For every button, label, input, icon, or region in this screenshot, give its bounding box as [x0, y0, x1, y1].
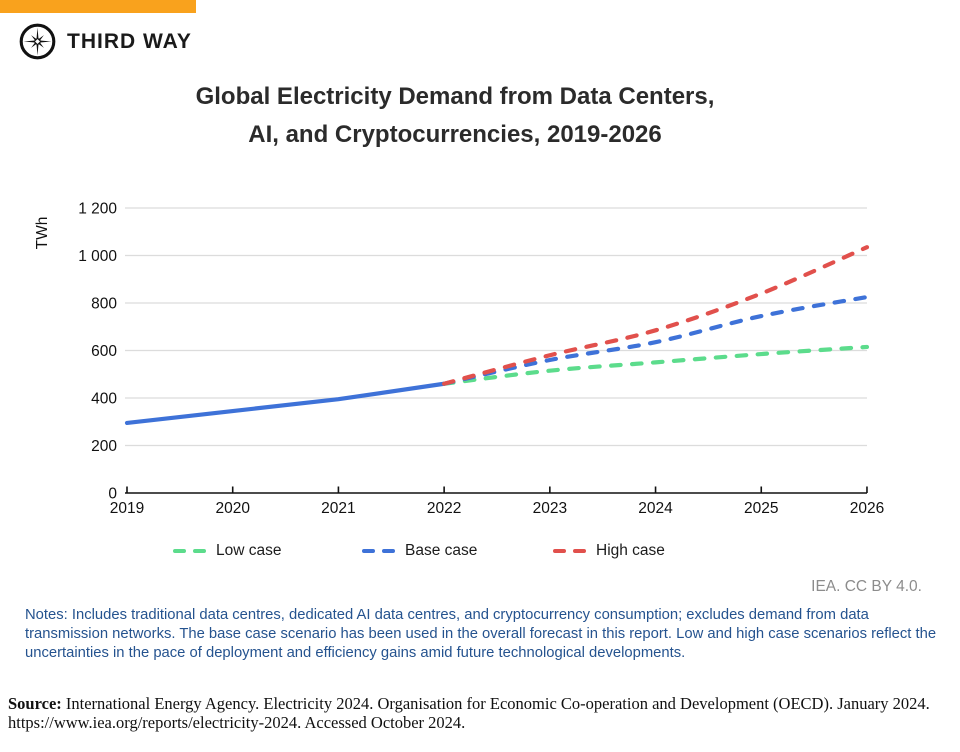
historical-line [124, 381, 447, 426]
x-tick-label: 2024 [638, 500, 673, 517]
y-tick-label: 200 [91, 438, 117, 455]
chart-title-line2: AI, and Cryptocurrencies, 2019-2026 [248, 121, 662, 148]
x-tick-label: 2022 [427, 500, 461, 517]
x-tick-label: 2026 [850, 500, 884, 517]
x-tick-label: 2023 [533, 500, 567, 517]
y-axis-title: TWh [34, 217, 51, 250]
source-label: Source: [8, 694, 62, 713]
chart-title: Global Electricity Demand from Data Cent… [0, 78, 910, 154]
brand-name: THIRD WAY [67, 29, 192, 53]
chart-notes: Notes: Includes traditional data centres… [25, 607, 937, 662]
y-tick-label: 800 [91, 296, 117, 313]
x-tick-label: 2020 [215, 500, 250, 517]
y-tick-label: 600 [91, 343, 117, 360]
low-case-dash-swatch [193, 548, 206, 554]
y-tick-label: 400 [91, 391, 117, 408]
low-case-line [442, 344, 870, 386]
x-tick-label: 2025 [744, 500, 778, 517]
y-tick-label: 1 200 [78, 201, 117, 218]
legend-item-low-case: Low case [173, 539, 281, 563]
high-case-line [442, 245, 870, 386]
chart-legend: Low case Base case High case [0, 539, 960, 563]
base-case-dash-swatch [382, 548, 395, 554]
source-citation: Source: International Energy Agency. Ele… [8, 694, 954, 732]
license-attribution: IEA. CC BY 4.0. [811, 578, 922, 595]
legend-label: Low case [216, 542, 282, 559]
legend-item-high-case: High case [553, 539, 665, 563]
x-tick-label: 2019 [110, 500, 144, 517]
y-tick-label: 0 [108, 486, 117, 503]
base-case-dash-swatch [362, 548, 375, 554]
third-way-logo: THIRD WAY [17, 21, 192, 62]
source-text: International Energy Agency. Electricity… [8, 694, 930, 732]
legend-label: High case [596, 542, 665, 559]
compass-icon [19, 23, 56, 60]
base-case-line [442, 294, 870, 386]
x-tick-label: 2021 [321, 500, 355, 517]
low-case-dash-swatch [173, 548, 186, 554]
legend-label: Base case [405, 542, 478, 559]
chart-title-line1: Global Electricity Demand from Data Cent… [195, 83, 715, 110]
brand-accent-bar [0, 0, 196, 13]
high-case-dash-swatch [573, 548, 586, 554]
legend-item-base-case: Base case [362, 539, 477, 563]
y-tick-label: 1 000 [78, 248, 117, 265]
high-case-dash-swatch [553, 548, 566, 554]
